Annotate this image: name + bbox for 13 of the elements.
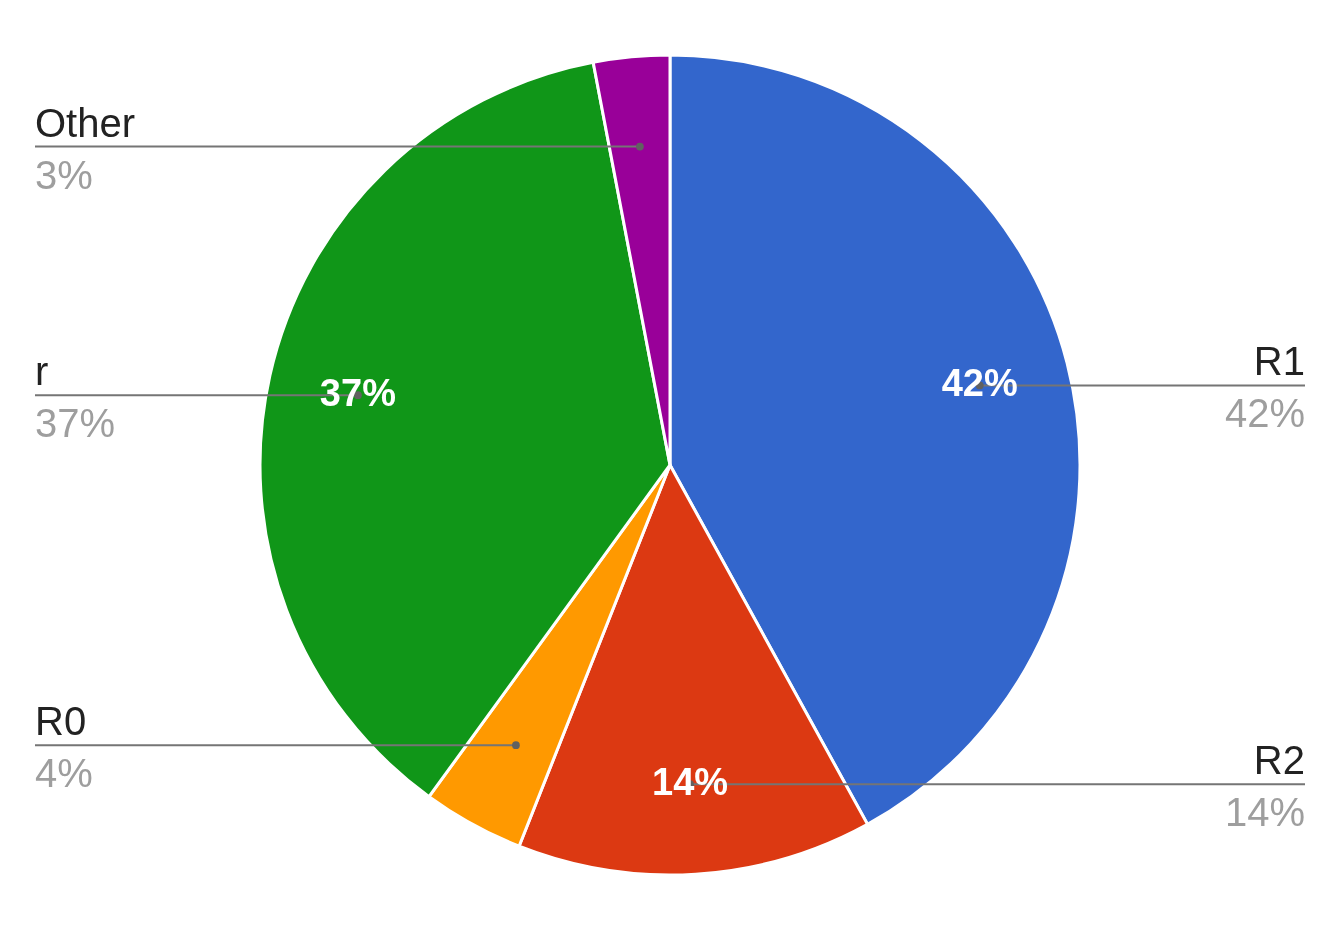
slice-label: R2 bbox=[1253, 738, 1305, 783]
data-label: 4% bbox=[35, 751, 93, 796]
data-label: 37% bbox=[35, 401, 116, 446]
data-label: 3% bbox=[35, 152, 93, 197]
slice-label: R1 bbox=[1253, 339, 1305, 384]
slice-label: R0 bbox=[35, 699, 87, 744]
slice-label: Other bbox=[35, 100, 136, 145]
data-label: 14% bbox=[1224, 790, 1305, 835]
slice-label: r bbox=[35, 349, 49, 394]
data-label: 42% bbox=[1224, 391, 1305, 436]
text: 37% bbox=[319, 372, 396, 415]
text: 42% bbox=[941, 362, 1018, 405]
text: 14% bbox=[652, 761, 729, 804]
